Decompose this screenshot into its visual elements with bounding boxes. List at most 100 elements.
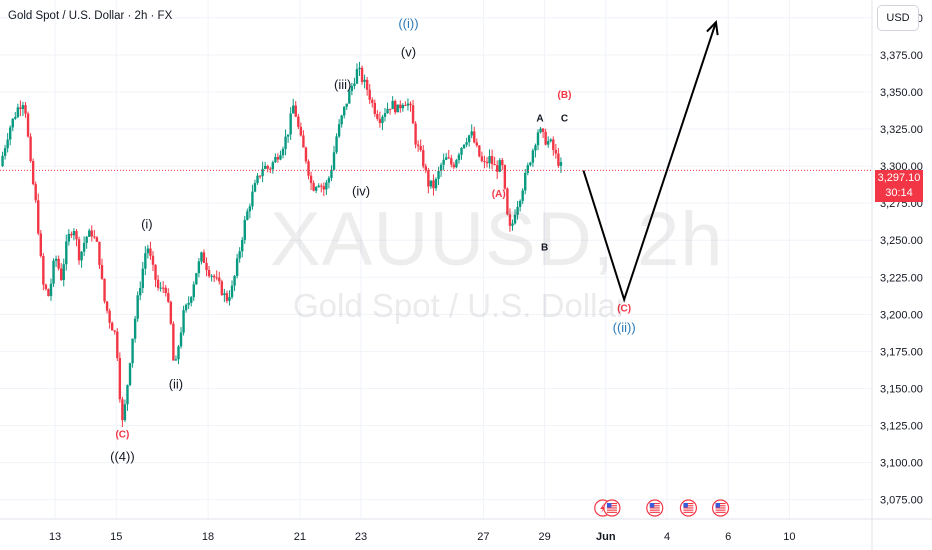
candle-body	[503, 165, 507, 189]
candle-body	[483, 160, 486, 162]
currency-button[interactable]: USD	[877, 5, 919, 31]
candle-body	[422, 150, 425, 167]
candle-body	[6, 139, 9, 149]
us-flag-stripe	[715, 507, 726, 509]
candle-body	[233, 275, 236, 286]
candle-body	[279, 155, 282, 160]
candle-body	[139, 288, 142, 296]
time-tick-label: 10	[783, 531, 795, 543]
us-flag-stripe	[683, 503, 694, 505]
candle-body	[411, 105, 415, 124]
candle-body	[304, 147, 308, 162]
us-flag-stripe	[606, 503, 617, 505]
candle-body	[57, 258, 60, 269]
us-flag-stripe	[683, 507, 694, 509]
candle-body	[220, 281, 224, 295]
candle-body	[289, 113, 292, 135]
candle-body	[424, 166, 428, 171]
candle-body	[187, 302, 190, 305]
candle-body	[11, 118, 14, 128]
candle-body	[521, 190, 524, 201]
candle-body	[302, 135, 305, 148]
candle-body	[269, 168, 272, 170]
candle-body	[65, 241, 68, 265]
candle-body	[442, 159, 445, 165]
candle-body	[490, 156, 494, 165]
us-flag-canton	[683, 503, 688, 508]
candle-body	[98, 241, 101, 265]
candle-body	[228, 297, 231, 301]
candle-body	[16, 107, 20, 117]
candle-body	[434, 178, 438, 189]
wave-label: B	[541, 243, 548, 254]
candle-body	[429, 180, 433, 187]
candle-body	[439, 164, 443, 171]
us-flag-canton	[649, 503, 655, 508]
bar-countdown: 30:14	[885, 187, 913, 199]
candle-body	[100, 264, 104, 279]
us-flag-stripe	[683, 505, 694, 507]
candle-body	[452, 164, 456, 168]
time-tick-label: 21	[294, 531, 306, 543]
wave-label: (ii)	[169, 377, 183, 392]
projection-path	[582, 21, 717, 303]
candle-body	[358, 67, 361, 70]
candle-body	[202, 252, 206, 263]
price-tick-label: 3,125.00	[880, 421, 923, 433]
wave-label: (iv)	[352, 184, 370, 199]
wave-label: A	[536, 114, 543, 125]
price-tick-label: 3,375.00	[880, 50, 923, 62]
candle-body	[116, 331, 119, 358]
candle-body	[467, 135, 471, 143]
candle-body	[557, 153, 560, 166]
candle-body	[386, 108, 389, 114]
candle-body	[322, 186, 326, 190]
candle-body	[317, 185, 320, 188]
candle-body	[177, 346, 180, 360]
price-tick-label: 3,225.00	[880, 272, 923, 284]
candle-body	[475, 142, 478, 146]
candle-body	[399, 104, 402, 109]
us-flag-stripe	[606, 511, 617, 513]
candle-body	[159, 287, 162, 289]
candle-body	[312, 183, 315, 191]
candle-body	[144, 253, 147, 269]
time-tick-label: 23	[355, 531, 367, 543]
candle-body	[133, 318, 137, 339]
candle-body	[299, 126, 303, 136]
candle-body	[450, 158, 453, 165]
candle-body	[348, 91, 351, 104]
candle-body	[297, 116, 300, 127]
candle-body	[518, 200, 522, 207]
candle-body	[59, 268, 63, 281]
price-tick-label: 3,200.00	[880, 309, 923, 321]
candle-body	[284, 136, 287, 149]
candle-body	[225, 293, 229, 301]
candle-body	[136, 295, 139, 319]
candle-body	[396, 104, 399, 113]
candle-body	[118, 357, 122, 400]
time-tick-label: Jun	[596, 531, 616, 543]
candle-body	[80, 251, 83, 261]
wave-label: ((i))	[398, 16, 418, 31]
price-tick-label: 3,250.00	[880, 235, 923, 247]
candle-body	[276, 156, 280, 160]
us-flag-stripe	[715, 509, 726, 511]
time-tick-label: 18	[202, 531, 214, 543]
candle-body	[72, 231, 76, 236]
candle-body	[327, 177, 331, 183]
time-tick-label: 29	[538, 531, 550, 543]
candle-body	[192, 284, 195, 298]
candle-body	[554, 149, 558, 154]
candle-body	[8, 127, 12, 140]
candle-body	[172, 323, 175, 361]
candle-body	[167, 293, 170, 302]
candle-body	[212, 275, 216, 278]
price-tick-label: 3,150.00	[880, 384, 923, 396]
candle-body	[549, 139, 552, 142]
candle-body	[238, 251, 241, 259]
candle-body	[332, 152, 336, 170]
candle-body	[536, 132, 540, 146]
candle-body	[195, 273, 198, 285]
